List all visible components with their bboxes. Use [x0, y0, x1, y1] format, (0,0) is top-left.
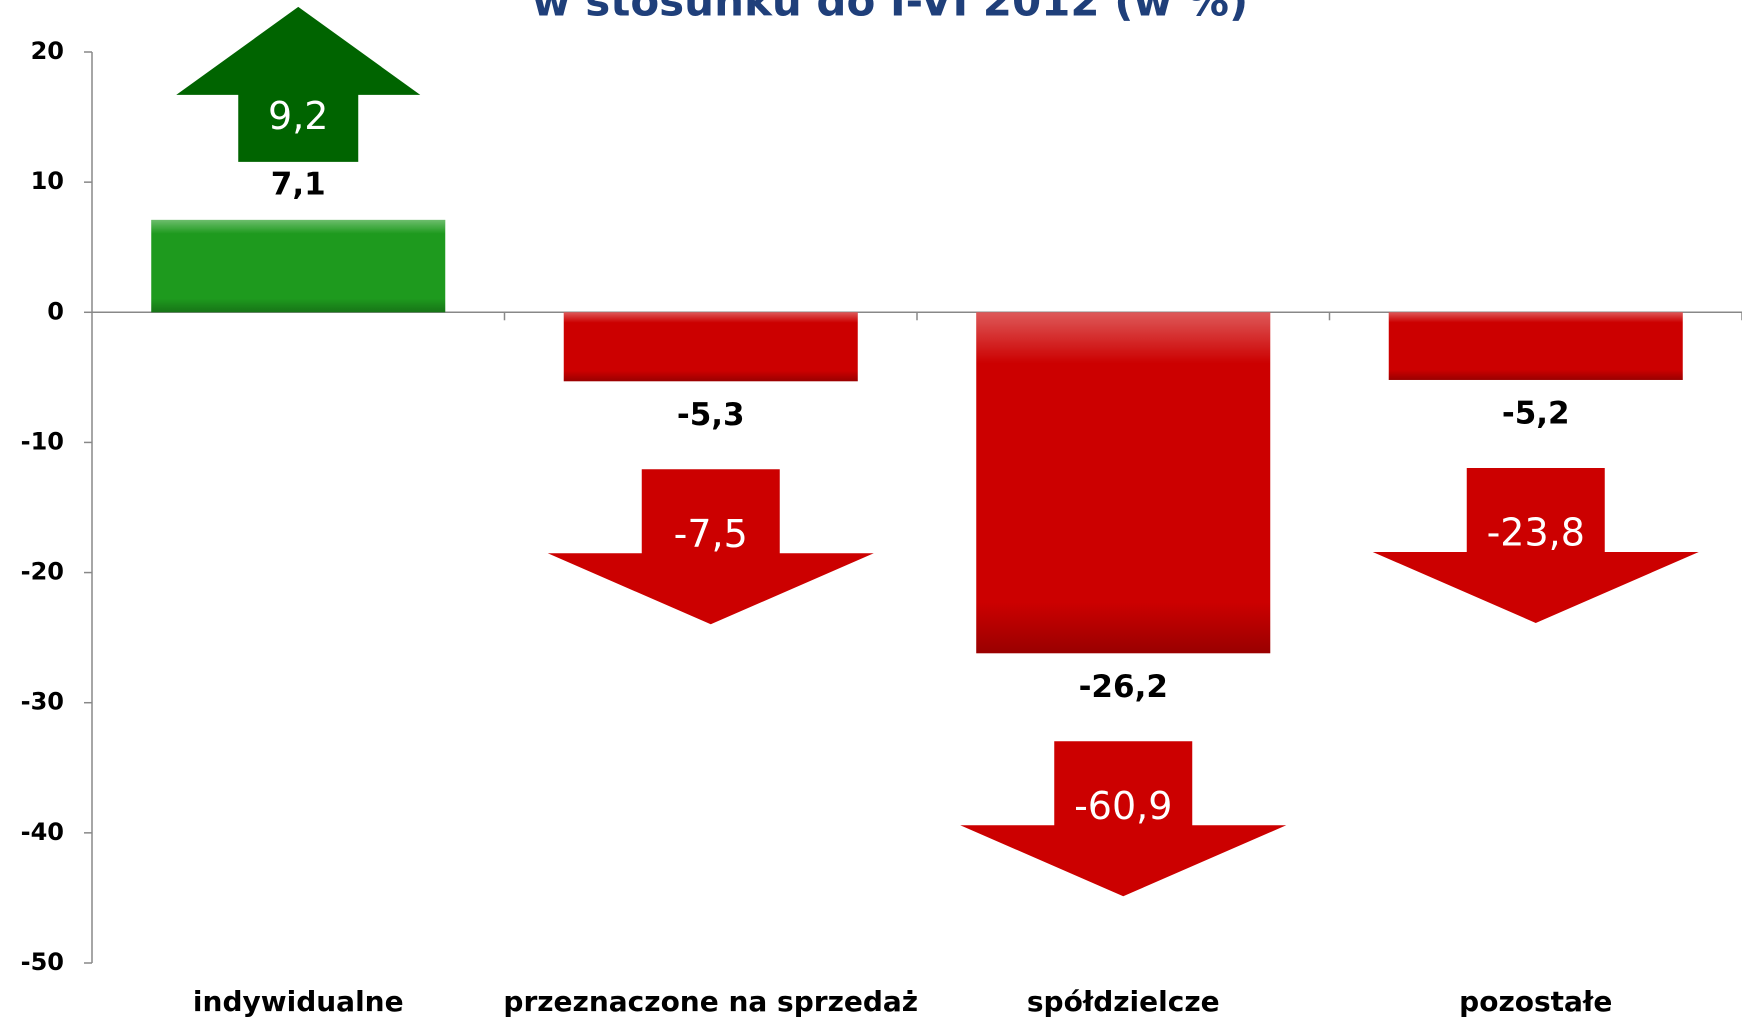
bar-shade: [1388, 312, 1683, 380]
bar-shade: [976, 312, 1271, 654]
y-tick-label: -30: [21, 688, 64, 716]
y-tick-label: 0: [47, 297, 64, 325]
value-label: -5,2: [1502, 395, 1570, 431]
x-tick-label: spółdzielcze: [1027, 985, 1220, 1018]
y-tick-label: 10: [31, 167, 64, 195]
value-label: -5,3: [677, 397, 745, 433]
arrow-label: -23,8: [1487, 510, 1585, 554]
y-tick-label: 20: [31, 37, 64, 65]
arrow-label: -7,5: [674, 512, 748, 556]
arrow: [547, 469, 874, 625]
y-tick-label: -10: [21, 427, 64, 455]
x-tick-label: przeznaczone na sprzedaż: [503, 985, 918, 1018]
arrow: [960, 741, 1287, 897]
arrow-label: 9,2: [268, 94, 328, 138]
chart-title: w stosunku do I-VI 2012 (w %): [532, 0, 1248, 26]
bar-shade: [151, 219, 446, 313]
value-label: -26,2: [1079, 669, 1168, 705]
bar-shade: [563, 312, 858, 382]
y-tick-label: -50: [21, 948, 64, 976]
arrow: [1372, 467, 1699, 623]
arrow-label: -60,9: [1074, 784, 1172, 828]
y-tick-label: -40: [21, 818, 64, 846]
x-tick-label: pozostałe: [1459, 985, 1612, 1018]
y-tick-label: -20: [21, 558, 64, 586]
value-label: 7,1: [271, 166, 326, 202]
arrow: [176, 6, 421, 162]
x-tick-label: indywidualne: [193, 985, 404, 1018]
